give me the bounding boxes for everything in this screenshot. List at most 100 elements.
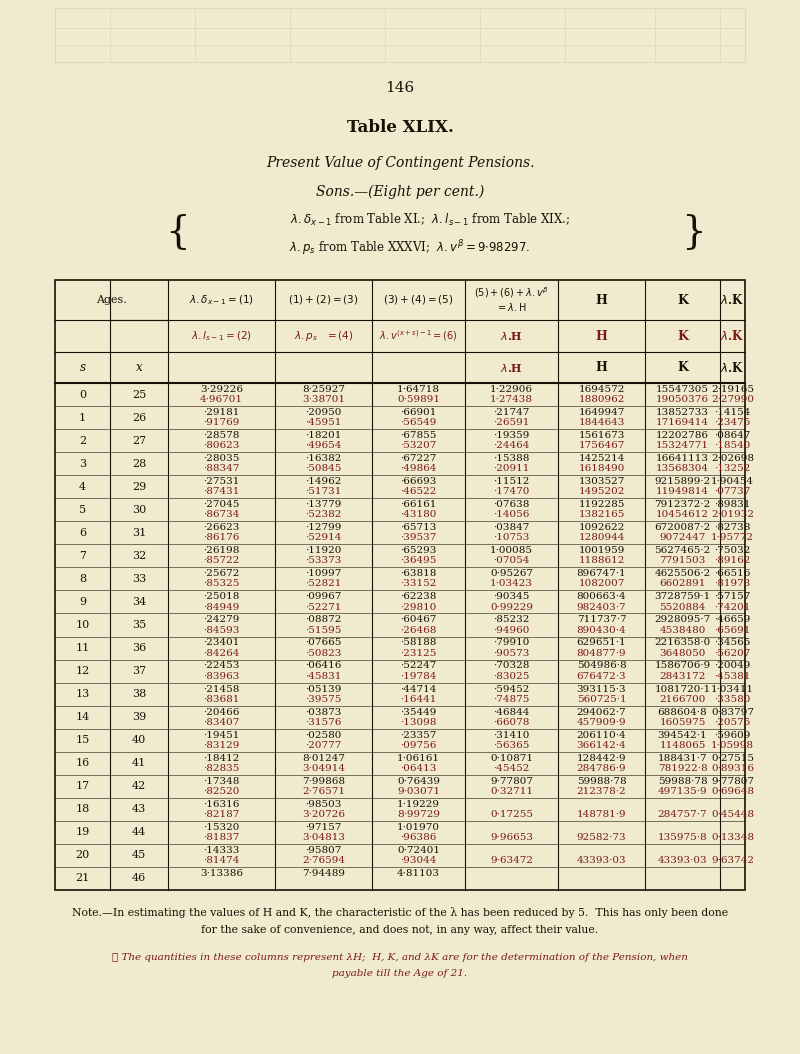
Text: ·82738: ·82738 [714,523,750,532]
Text: 2: 2 [79,435,86,446]
Text: 2216358·0: 2216358·0 [654,639,710,647]
Text: 38: 38 [132,689,146,699]
Text: ·17470: ·17470 [494,487,530,496]
Text: 7·99868: 7·99868 [302,777,345,785]
Text: 284786·9: 284786·9 [577,764,626,773]
Text: ·82835: ·82835 [203,764,240,773]
Text: ·50823: ·50823 [306,648,342,658]
Text: ·25018: ·25018 [203,592,240,602]
Text: ·02580: ·02580 [306,730,342,740]
Text: ·29181: ·29181 [203,408,240,417]
Text: $\lambda.p_s$ from Table XXXVI;  $\lambda.v^\beta = 9{\cdot}98297.$: $\lambda.p_s$ from Table XXXVI; $\lambda… [290,238,530,258]
Text: ·84264: ·84264 [203,648,240,658]
Text: ·86176: ·86176 [203,533,240,543]
Text: 2·01932: 2·01932 [711,510,754,520]
Text: 1·64718: 1·64718 [397,385,440,394]
Text: ·10753: ·10753 [494,533,530,543]
Text: 3648050: 3648050 [659,648,706,658]
Text: ·21458: ·21458 [203,684,240,694]
Text: ·80623: ·80623 [203,442,240,450]
Text: ·86734: ·86734 [203,510,240,520]
Text: 1586706·9: 1586706·9 [654,662,710,670]
Text: ·85325: ·85325 [203,580,240,588]
Text: ·24464: ·24464 [494,442,530,450]
Text: ·34565: ·34565 [714,639,750,647]
Text: 0·13348: 0·13348 [711,833,754,842]
Text: 13: 13 [75,689,90,699]
Text: ·23125: ·23125 [400,648,437,658]
Text: ·91769: ·91769 [203,418,240,427]
Text: ·06416: ·06416 [306,662,342,670]
Text: ·28578: ·28578 [203,431,240,440]
Text: ·56549: ·56549 [400,418,437,427]
Text: ·12799: ·12799 [306,523,342,532]
Text: 212378·2: 212378·2 [577,787,626,796]
Text: 19050376: 19050376 [656,395,709,404]
Text: 2·27990: 2·27990 [711,395,754,404]
Text: $\lambda$.H: $\lambda$.H [500,362,523,373]
Text: ·66516: ·66516 [714,569,750,579]
Text: ·52821: ·52821 [306,580,342,588]
Text: ·82187: ·82187 [203,809,240,819]
Text: 59988·78: 59988·78 [577,777,626,785]
Text: 9: 9 [79,597,86,607]
Text: ·11920: ·11920 [306,546,342,555]
Text: 1382165: 1382165 [578,510,625,520]
Text: ·07737: ·07737 [714,487,750,496]
Text: ·82520: ·82520 [203,787,240,796]
Text: 3·20726: 3·20726 [302,809,345,819]
Text: 1·22906: 1·22906 [490,385,533,394]
Text: H: H [595,330,607,343]
Text: ·83025: ·83025 [494,671,530,681]
Text: 1·06161: 1·06161 [397,754,440,763]
Text: 11: 11 [75,643,90,653]
Text: 284757·7: 284757·7 [658,809,707,819]
Text: 4·81103: 4·81103 [397,868,440,878]
Text: 0·83797: 0·83797 [711,707,754,717]
Text: 3: 3 [79,458,86,469]
Text: 12202786: 12202786 [656,431,709,440]
Text: ·49864: ·49864 [400,464,437,473]
Text: ·35449: ·35449 [400,707,437,717]
Text: 3·04813: 3·04813 [302,833,345,842]
Text: ·52382: ·52382 [306,510,342,520]
Text: ·33580: ·33580 [714,695,750,704]
Text: 1·90454: 1·90454 [711,477,754,486]
Text: 6602891: 6602891 [659,580,706,588]
Text: 1·03411: 1·03411 [711,684,754,694]
Text: 0·69648: 0·69648 [711,787,754,796]
Text: ·26591: ·26591 [494,418,530,427]
Text: 2·02698: 2·02698 [711,454,754,463]
Text: ·24279: ·24279 [203,616,240,624]
Text: ·57157: ·57157 [714,592,750,602]
Text: $(1) + (2) = (3)$: $(1) + (2) = (3)$ [288,293,359,307]
Text: ·03873: ·03873 [306,707,342,717]
Text: 504986·8: 504986·8 [577,662,626,670]
Text: ·07054: ·07054 [494,557,530,565]
Text: 20: 20 [75,851,90,860]
Text: 7: 7 [79,551,86,561]
Text: 9072447: 9072447 [659,533,706,543]
Text: 0·17255: 0·17255 [490,809,533,819]
Text: 0·95267: 0·95267 [490,569,533,579]
Text: 5627465·2: 5627465·2 [654,546,710,555]
Text: 44: 44 [132,827,146,837]
Text: $(3) + (4) = (5)$: $(3) + (4) = (5)$ [383,293,454,307]
Text: 9215899·2: 9215899·2 [654,477,710,486]
Text: 1756467: 1756467 [578,442,625,450]
Text: $\lambda.p_s \;\;\; = (4)$: $\lambda.p_s \;\;\; = (4)$ [294,329,354,343]
Text: 781922·8: 781922·8 [658,764,707,773]
Text: ·23357: ·23357 [400,730,437,740]
Text: ·45951: ·45951 [306,418,342,427]
Text: 3728759·1: 3728759·1 [654,592,710,602]
Text: ·13779: ·13779 [306,501,342,509]
Text: ·94960: ·94960 [494,625,530,635]
Text: ·63818: ·63818 [400,569,437,579]
Text: ·16316: ·16316 [203,800,240,808]
Text: ·17348: ·17348 [203,777,240,785]
Text: ·52271: ·52271 [306,603,342,611]
Text: 15324771: 15324771 [656,442,709,450]
Text: 33: 33 [132,573,146,584]
Text: 7791503: 7791503 [659,557,706,565]
Text: ·81474: ·81474 [203,856,240,865]
